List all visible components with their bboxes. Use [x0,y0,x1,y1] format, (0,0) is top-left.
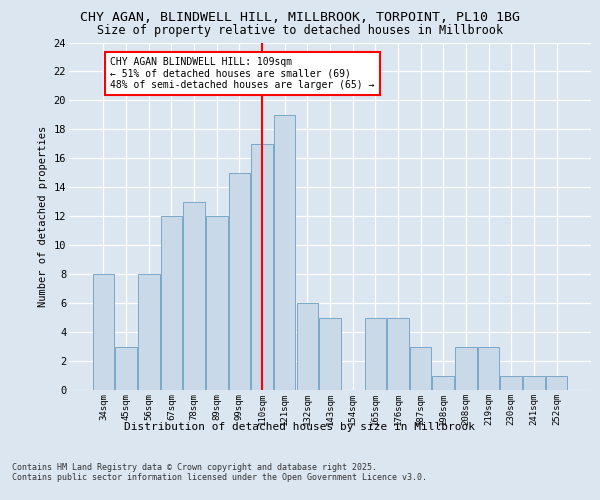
Bar [433,376,454,390]
Bar [296,303,318,390]
Bar [93,274,114,390]
Text: Size of property relative to detached houses in Millbrook: Size of property relative to detached ho… [97,24,503,37]
Bar [251,144,273,390]
Bar [478,346,499,390]
Bar [387,318,409,390]
Bar [455,346,476,390]
Bar [319,318,341,390]
Bar [500,376,522,390]
Bar [274,115,295,390]
Bar [523,376,545,390]
Text: CHY AGAN BLINDWELL HILL: 109sqm
← 51% of detached houses are smaller (69)
48% of: CHY AGAN BLINDWELL HILL: 109sqm ← 51% of… [110,57,374,90]
Bar [138,274,160,390]
Bar [184,202,205,390]
Bar [365,318,386,390]
Bar [410,346,431,390]
Bar [229,173,250,390]
Bar [546,376,567,390]
Bar [161,216,182,390]
Y-axis label: Number of detached properties: Number of detached properties [38,126,48,307]
Bar [115,346,137,390]
Text: Distribution of detached houses by size in Millbrook: Distribution of detached houses by size … [125,422,476,432]
Text: CHY AGAN, BLINDWELL HILL, MILLBROOK, TORPOINT, PL10 1BG: CHY AGAN, BLINDWELL HILL, MILLBROOK, TOR… [80,11,520,24]
Bar [206,216,227,390]
Text: Contains HM Land Registry data © Crown copyright and database right 2025.
Contai: Contains HM Land Registry data © Crown c… [12,462,427,482]
